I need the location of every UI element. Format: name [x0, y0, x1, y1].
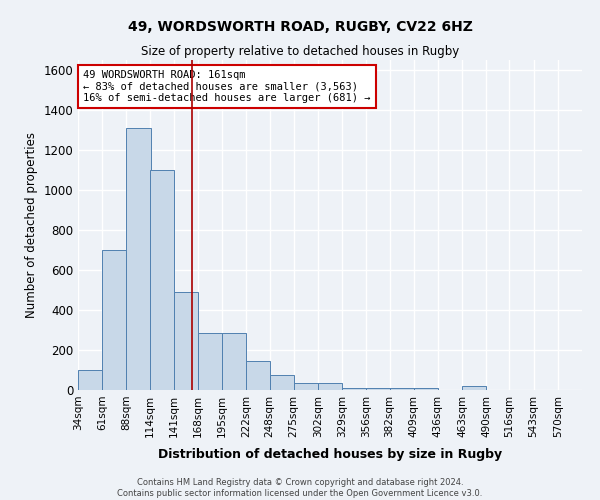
- Bar: [366, 388, 391, 390]
- Text: Contains HM Land Registry data © Crown copyright and database right 2024.
Contai: Contains HM Land Registry data © Crown c…: [118, 478, 482, 498]
- Bar: [462, 386, 486, 390]
- Y-axis label: Number of detached properties: Number of detached properties: [25, 132, 38, 318]
- Bar: [222, 333, 246, 390]
- Bar: [318, 383, 342, 390]
- Bar: [389, 388, 414, 390]
- Bar: [198, 333, 222, 390]
- X-axis label: Distribution of detached houses by size in Rugby: Distribution of detached houses by size …: [158, 448, 502, 461]
- Bar: [342, 388, 366, 390]
- Bar: [246, 361, 271, 390]
- Text: 49 WORDSWORTH ROAD: 161sqm
← 83% of detached houses are smaller (3,563)
16% of s: 49 WORDSWORTH ROAD: 161sqm ← 83% of deta…: [83, 70, 371, 103]
- Bar: [127, 128, 151, 390]
- Text: 49, WORDSWORTH ROAD, RUGBY, CV22 6HZ: 49, WORDSWORTH ROAD, RUGBY, CV22 6HZ: [128, 20, 472, 34]
- Bar: [149, 170, 174, 390]
- Bar: [269, 375, 294, 390]
- Bar: [294, 383, 318, 390]
- Text: Size of property relative to detached houses in Rugby: Size of property relative to detached ho…: [141, 45, 459, 58]
- Bar: [78, 370, 102, 390]
- Bar: [102, 250, 127, 390]
- Bar: [414, 388, 438, 390]
- Bar: [174, 292, 198, 390]
